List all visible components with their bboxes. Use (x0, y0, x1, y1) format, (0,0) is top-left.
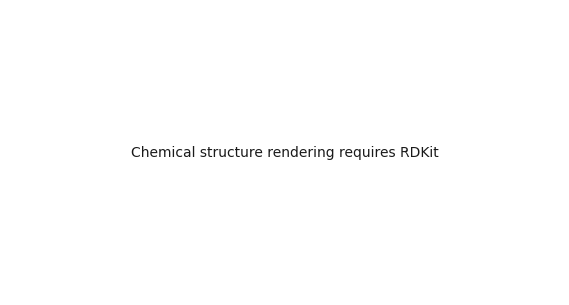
Text: Chemical structure rendering requires RDKit: Chemical structure rendering requires RD… (131, 145, 438, 160)
